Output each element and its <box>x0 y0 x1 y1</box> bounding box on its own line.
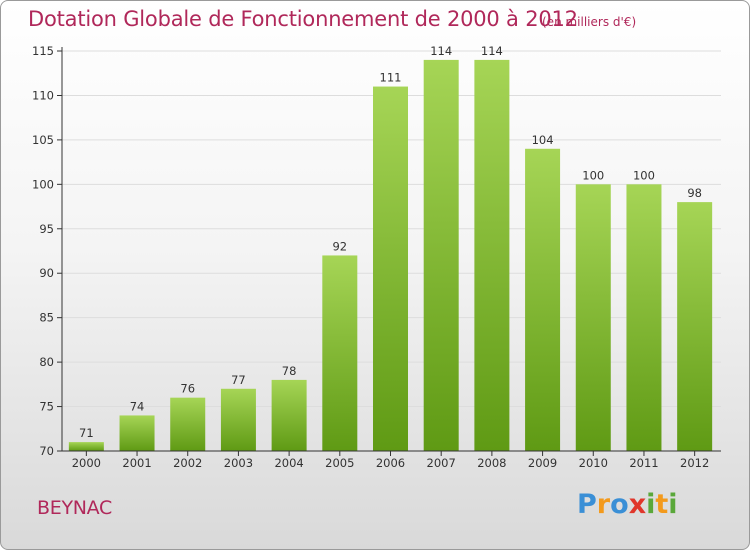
data-label-2012: 98 <box>687 186 702 200</box>
axes: 70 75 80 85 90 95 100 105 110 115 2000 2001 2002 2003… <box>32 44 721 470</box>
y-tick-label: 100 <box>32 177 54 191</box>
data-label-2008: 114 <box>481 44 503 58</box>
x-tick-label-2004: 2004 <box>274 456 303 470</box>
y-tick-label: 95 <box>39 222 54 236</box>
y-tick-label: 70 <box>39 444 54 458</box>
x-tick-label-2001: 2001 <box>122 456 151 470</box>
x-tick-label-2000: 2000 <box>72 456 101 470</box>
y-tick-label: 90 <box>39 266 54 280</box>
x-tick-label-2005: 2005 <box>325 456 354 470</box>
data-label-2010: 100 <box>582 168 604 182</box>
x-tick-label-2012: 2012 <box>680 456 709 470</box>
data-label-2003: 77 <box>231 373 246 387</box>
data-label-2000: 71 <box>79 426 94 440</box>
bar-2003 <box>220 388 256 451</box>
bar-2005 <box>322 255 358 451</box>
bar-2009 <box>525 148 561 451</box>
data-label-2006: 111 <box>380 71 402 85</box>
x-tick-label-2011: 2011 <box>629 456 658 470</box>
y-tick-label: 85 <box>39 311 54 325</box>
logo-letter: o <box>610 489 629 520</box>
bar-2000 <box>68 442 104 451</box>
bar-2007 <box>423 59 459 452</box>
logo-letter: t <box>655 489 669 520</box>
bar-2002 <box>170 397 206 451</box>
bars <box>68 59 713 452</box>
y-tick-label: 105 <box>32 133 54 147</box>
x-tick-label-2008: 2008 <box>477 456 506 470</box>
logo-letter: i <box>646 489 656 520</box>
x-tick-label-2009: 2009 <box>528 456 557 470</box>
data-label-2005: 92 <box>332 239 347 253</box>
chart-subtitle: (en milliers d'€) <box>542 15 637 29</box>
y-tick-label: 110 <box>32 88 54 102</box>
data-label-2009: 104 <box>532 133 554 147</box>
data-label-2004: 78 <box>282 364 297 378</box>
bar-2011 <box>626 184 662 452</box>
bar-2008 <box>474 59 510 452</box>
chart-title: Dotation Globale de Fonctionnement de 20… <box>28 7 578 31</box>
data-label-2002: 76 <box>180 382 195 396</box>
commune-name: BEYNAC <box>37 497 112 519</box>
data-label-2001: 74 <box>130 399 145 413</box>
x-tick-label-2002: 2002 <box>173 456 202 470</box>
y-tick-label: 115 <box>32 44 54 58</box>
logo-letter: P <box>577 489 597 520</box>
logo-letter: i <box>668 489 678 520</box>
bar-2001 <box>119 415 155 451</box>
data-label-2007: 114 <box>430 44 452 58</box>
bar-2006 <box>373 86 408 452</box>
proxiti-logo: Proxiti <box>577 489 678 520</box>
x-tick-label-2003: 2003 <box>224 456 253 470</box>
y-tick-label: 80 <box>39 355 54 369</box>
bar-2010 <box>575 184 611 452</box>
y-tick-label: 75 <box>39 400 54 414</box>
x-tick-label-2006: 2006 <box>376 456 405 470</box>
bar-2004 <box>271 379 307 451</box>
logo-letter: r <box>596 489 611 520</box>
bar-2012 <box>677 202 713 451</box>
logo-letter: x <box>628 489 647 520</box>
x-tick-label-2010: 2010 <box>579 456 608 470</box>
data-label-2011: 100 <box>633 168 655 182</box>
data-labels: 71 74 76 77 78 92 111 114 114 104 100 100 98 <box>79 44 702 440</box>
x-tick-label-2007: 2007 <box>427 456 456 470</box>
